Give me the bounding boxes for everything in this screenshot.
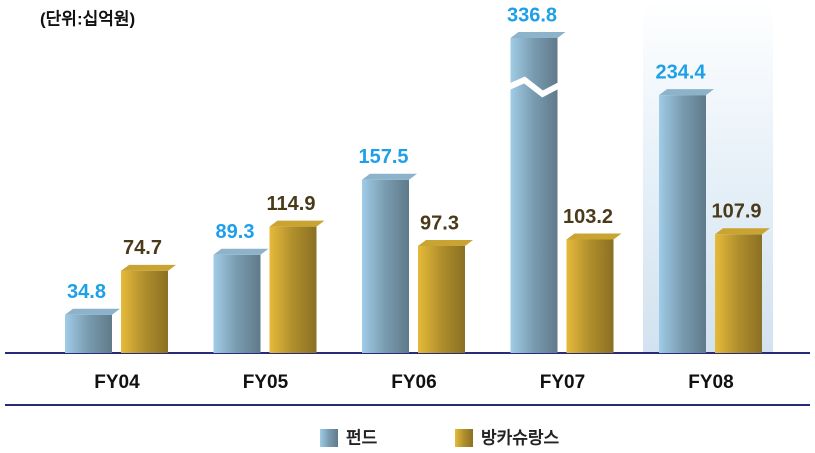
bar (269, 226, 317, 353)
bar (213, 254, 261, 353)
data-label: 234.4 (655, 61, 706, 83)
bar-top (65, 308, 120, 315)
bar-top (269, 220, 325, 227)
bar-top (510, 32, 566, 38)
x-tick-label: FY06 (391, 372, 436, 393)
data-label: 114.9 (267, 193, 316, 215)
bar (418, 245, 465, 353)
data-label: 157.5 (358, 146, 408, 168)
data-label: 34.8 (67, 281, 106, 303)
bar-top (362, 173, 417, 180)
data-label: 97.3 (420, 212, 459, 234)
bar (121, 270, 168, 353)
data-label: 74.7 (123, 237, 162, 259)
bar-top (418, 239, 473, 246)
bar (715, 234, 762, 353)
legend-swatch (320, 429, 338, 447)
axis-break (505, 76, 563, 98)
unit-label: (단위:십억원) (40, 9, 135, 28)
bar (659, 95, 706, 353)
data-label: 89.3 (216, 221, 255, 243)
x-tick-label: FY07 (540, 372, 585, 393)
x-tick-label: FY08 (688, 372, 733, 393)
bar-top (213, 248, 269, 255)
x-tick-label: FY05 (243, 372, 289, 393)
bar-top (659, 89, 714, 96)
bar (566, 239, 614, 353)
data-label: 107.9 (711, 201, 761, 223)
bar-top (566, 233, 622, 240)
bar (362, 179, 409, 353)
bar-top (715, 228, 770, 235)
bar-top (121, 264, 176, 271)
x-tick-label: FY04 (94, 372, 140, 393)
data-label: 336.8 (507, 4, 557, 26)
legend-swatch (455, 429, 473, 447)
data-label: 103.2 (563, 206, 613, 228)
legend-label: 펀드 (346, 428, 378, 447)
legend-label: 방카슈랑스 (481, 428, 560, 447)
bar (65, 314, 112, 353)
